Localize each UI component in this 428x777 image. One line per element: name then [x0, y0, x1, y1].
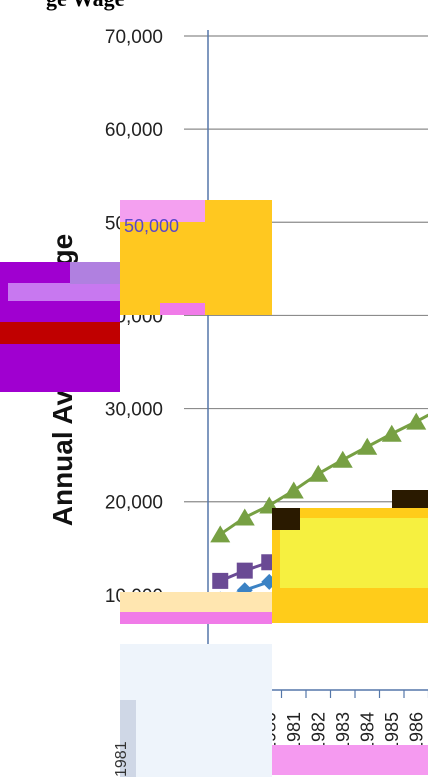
y-tick-label: 20,000: [105, 493, 163, 514]
data-point: [236, 562, 253, 579]
x-tick-label: 1982: [308, 712, 328, 752]
x-tick-label: 1986: [406, 712, 426, 752]
x-tick-label: 1981: [284, 712, 304, 752]
x-tick-label: 1984: [357, 712, 377, 752]
artifact-patch: [280, 518, 428, 588]
artifact-patch: [70, 262, 120, 284]
artifact-patch: [120, 612, 272, 624]
artifact-patch: [8, 283, 120, 301]
artifact-patch: [272, 745, 428, 775]
data-point: [332, 450, 353, 468]
y-tick-label: 60,000: [105, 120, 163, 141]
data-point: [212, 572, 229, 589]
x-tick-label: 1983: [333, 712, 353, 752]
data-point: [234, 508, 255, 526]
artifact-patch: [392, 490, 428, 508]
corruption-artifacts: 50,000 1981: [0, 200, 428, 777]
y-tick-label: 30,000: [105, 400, 163, 421]
data-point: [210, 525, 231, 543]
data-point: [357, 437, 378, 455]
data-point: [283, 481, 304, 499]
data-point: [381, 424, 402, 442]
data-point: [406, 412, 427, 430]
artifact-patch: [0, 322, 120, 344]
x-tick-label: 1985: [382, 712, 402, 752]
data-point: [308, 464, 329, 482]
artifact-patch: [120, 644, 272, 777]
artifact-patch: [272, 508, 300, 530]
artifact-patch: [120, 200, 205, 222]
artifact-text: 1981: [113, 741, 130, 777]
artifact-patch: [160, 303, 205, 315]
y-tick-label: 70,000: [105, 27, 163, 48]
artifact-text: 50,000: [124, 216, 179, 236]
series-line: [219, 413, 428, 536]
artifact-patch: [120, 700, 136, 777]
chart-title: ge Wage: [46, 0, 124, 12]
